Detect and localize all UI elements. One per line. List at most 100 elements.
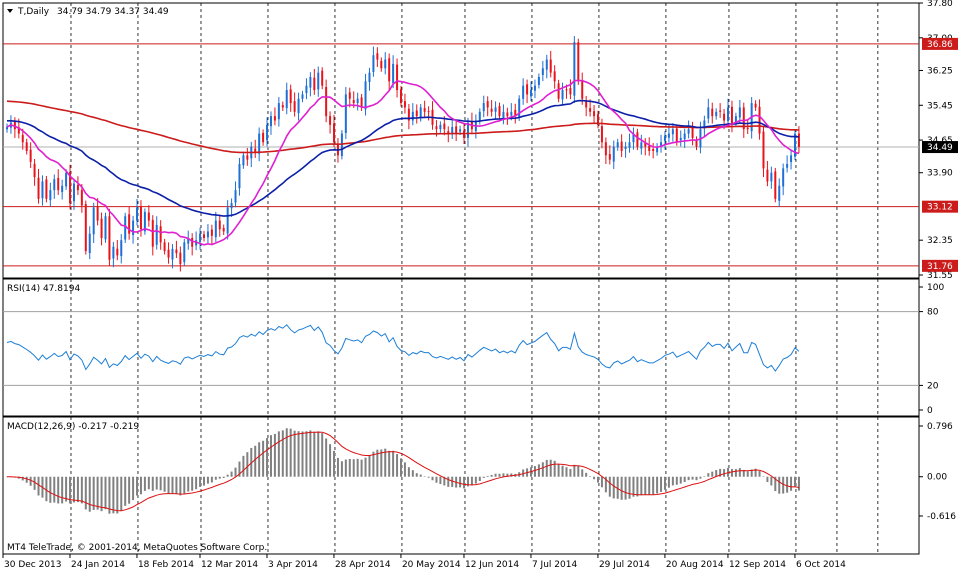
- macd-histogram-bar: [660, 476, 663, 492]
- candle-body: [348, 92, 351, 99]
- rsi-panel[interactable]: [2, 278, 920, 417]
- macd-histogram-bar: [171, 476, 174, 494]
- candle-body: [84, 204, 87, 252]
- time-axis-label: 28 Apr 2014: [335, 560, 391, 570]
- candle-body: [581, 80, 584, 99]
- macd-histogram-bar: [388, 450, 391, 477]
- candle-body: [766, 169, 769, 182]
- macd-histogram-bar: [652, 476, 655, 495]
- macd-histogram-bar: [61, 476, 64, 504]
- candle-body: [218, 220, 221, 230]
- candle-body: [96, 206, 99, 221]
- candle-body: [333, 123, 336, 143]
- candle-body: [360, 97, 363, 108]
- candle-body: [486, 101, 489, 108]
- candle-body: [301, 94, 304, 99]
- macd-histogram-bar: [766, 476, 769, 483]
- macd-histogram-bar: [72, 476, 75, 503]
- macd-histogram-bar: [273, 433, 276, 477]
- macd-histogram-bar: [545, 459, 548, 477]
- macd-histogram-bar: [707, 473, 710, 477]
- candle-body: [317, 72, 320, 90]
- candle-body: [790, 155, 793, 163]
- candle-body: [214, 220, 217, 238]
- candle-body: [455, 126, 458, 134]
- candle-body: [738, 107, 741, 118]
- candle-body: [128, 214, 131, 234]
- candle-body: [522, 85, 525, 99]
- macd-histogram-bar: [305, 431, 308, 477]
- macd-histogram-bar: [738, 468, 741, 477]
- macd-histogram-bar: [112, 476, 115, 514]
- macd-histogram-bar: [187, 476, 190, 492]
- level-price-label: 33.12: [927, 203, 953, 213]
- candle-body: [6, 127, 8, 130]
- candle-body: [439, 124, 442, 130]
- macd-histogram-bar: [364, 457, 367, 477]
- macd-histogram-bar: [644, 476, 647, 495]
- candle-body: [376, 53, 379, 60]
- macd-histogram-bar: [21, 476, 24, 481]
- macd-histogram-bar: [33, 476, 36, 490]
- candle-body: [352, 100, 355, 104]
- candle-body: [388, 58, 391, 82]
- candle-body: [419, 107, 422, 119]
- candle-body: [707, 107, 710, 119]
- macd-histogram-bar: [403, 462, 406, 477]
- macd-histogram-bar: [715, 470, 718, 477]
- level-price-label: 36.86: [927, 40, 953, 50]
- macd-histogram-bar: [719, 468, 722, 477]
- candle-body: [758, 106, 761, 134]
- macd-histogram-bar: [557, 463, 560, 477]
- candle-body: [222, 227, 225, 232]
- macd-histogram-bar: [396, 454, 399, 477]
- time-axis-label: 20 Aug 2014: [666, 560, 724, 570]
- candle-body: [364, 81, 367, 110]
- candle-body: [293, 101, 296, 112]
- macd-histogram-bar: [352, 459, 355, 477]
- candle-body: [545, 59, 548, 70]
- candle-body: [526, 84, 529, 95]
- rsi-line: [6, 324, 800, 372]
- candle-body: [762, 131, 765, 169]
- candle-body: [266, 124, 269, 141]
- candle-body: [203, 234, 205, 239]
- macd-histogram-bar: [108, 476, 111, 514]
- macd-histogram-bar: [214, 476, 217, 480]
- candle-body: [427, 111, 430, 113]
- macd-histogram-bar: [147, 476, 150, 490]
- candle-body: [589, 108, 592, 112]
- level-price-tag: [922, 200, 958, 213]
- ma-short-line: [6, 79, 800, 246]
- candle-body: [466, 122, 469, 138]
- macd-histogram-bar: [29, 476, 32, 486]
- level-price-tag: [922, 259, 958, 272]
- candle-body: [258, 133, 261, 154]
- macd-histogram-bar: [581, 469, 584, 477]
- candle-body: [794, 133, 796, 157]
- candle-body: [262, 132, 265, 143]
- candle-body: [604, 142, 607, 156]
- price-axis-label: 32.35: [927, 236, 953, 246]
- macd-histogram-bar: [628, 476, 631, 499]
- level-price-tag: [922, 37, 958, 50]
- candle-body: [61, 185, 64, 193]
- macd-histogram-bar: [585, 472, 588, 477]
- dropdown-arrow-icon[interactable]: [7, 9, 13, 13]
- candle-body: [597, 114, 599, 125]
- candle-body: [553, 71, 556, 82]
- macd-histogram-bar: [589, 476, 592, 477]
- rsi-axis-label: 20: [927, 381, 939, 391]
- macd-histogram-bar: [407, 467, 410, 477]
- candle-body: [679, 137, 682, 141]
- time-axis-label: 20 May 2014: [402, 560, 461, 570]
- macd-histogram-bar: [151, 476, 154, 491]
- candle-body: [435, 126, 438, 130]
- macd-histogram-bar: [478, 476, 481, 482]
- macd-histogram-bar: [360, 459, 363, 477]
- time-axis-label: 12 Sep 2014: [729, 560, 786, 570]
- candle-body: [644, 142, 647, 147]
- main-price-panel[interactable]: [2, 2, 920, 279]
